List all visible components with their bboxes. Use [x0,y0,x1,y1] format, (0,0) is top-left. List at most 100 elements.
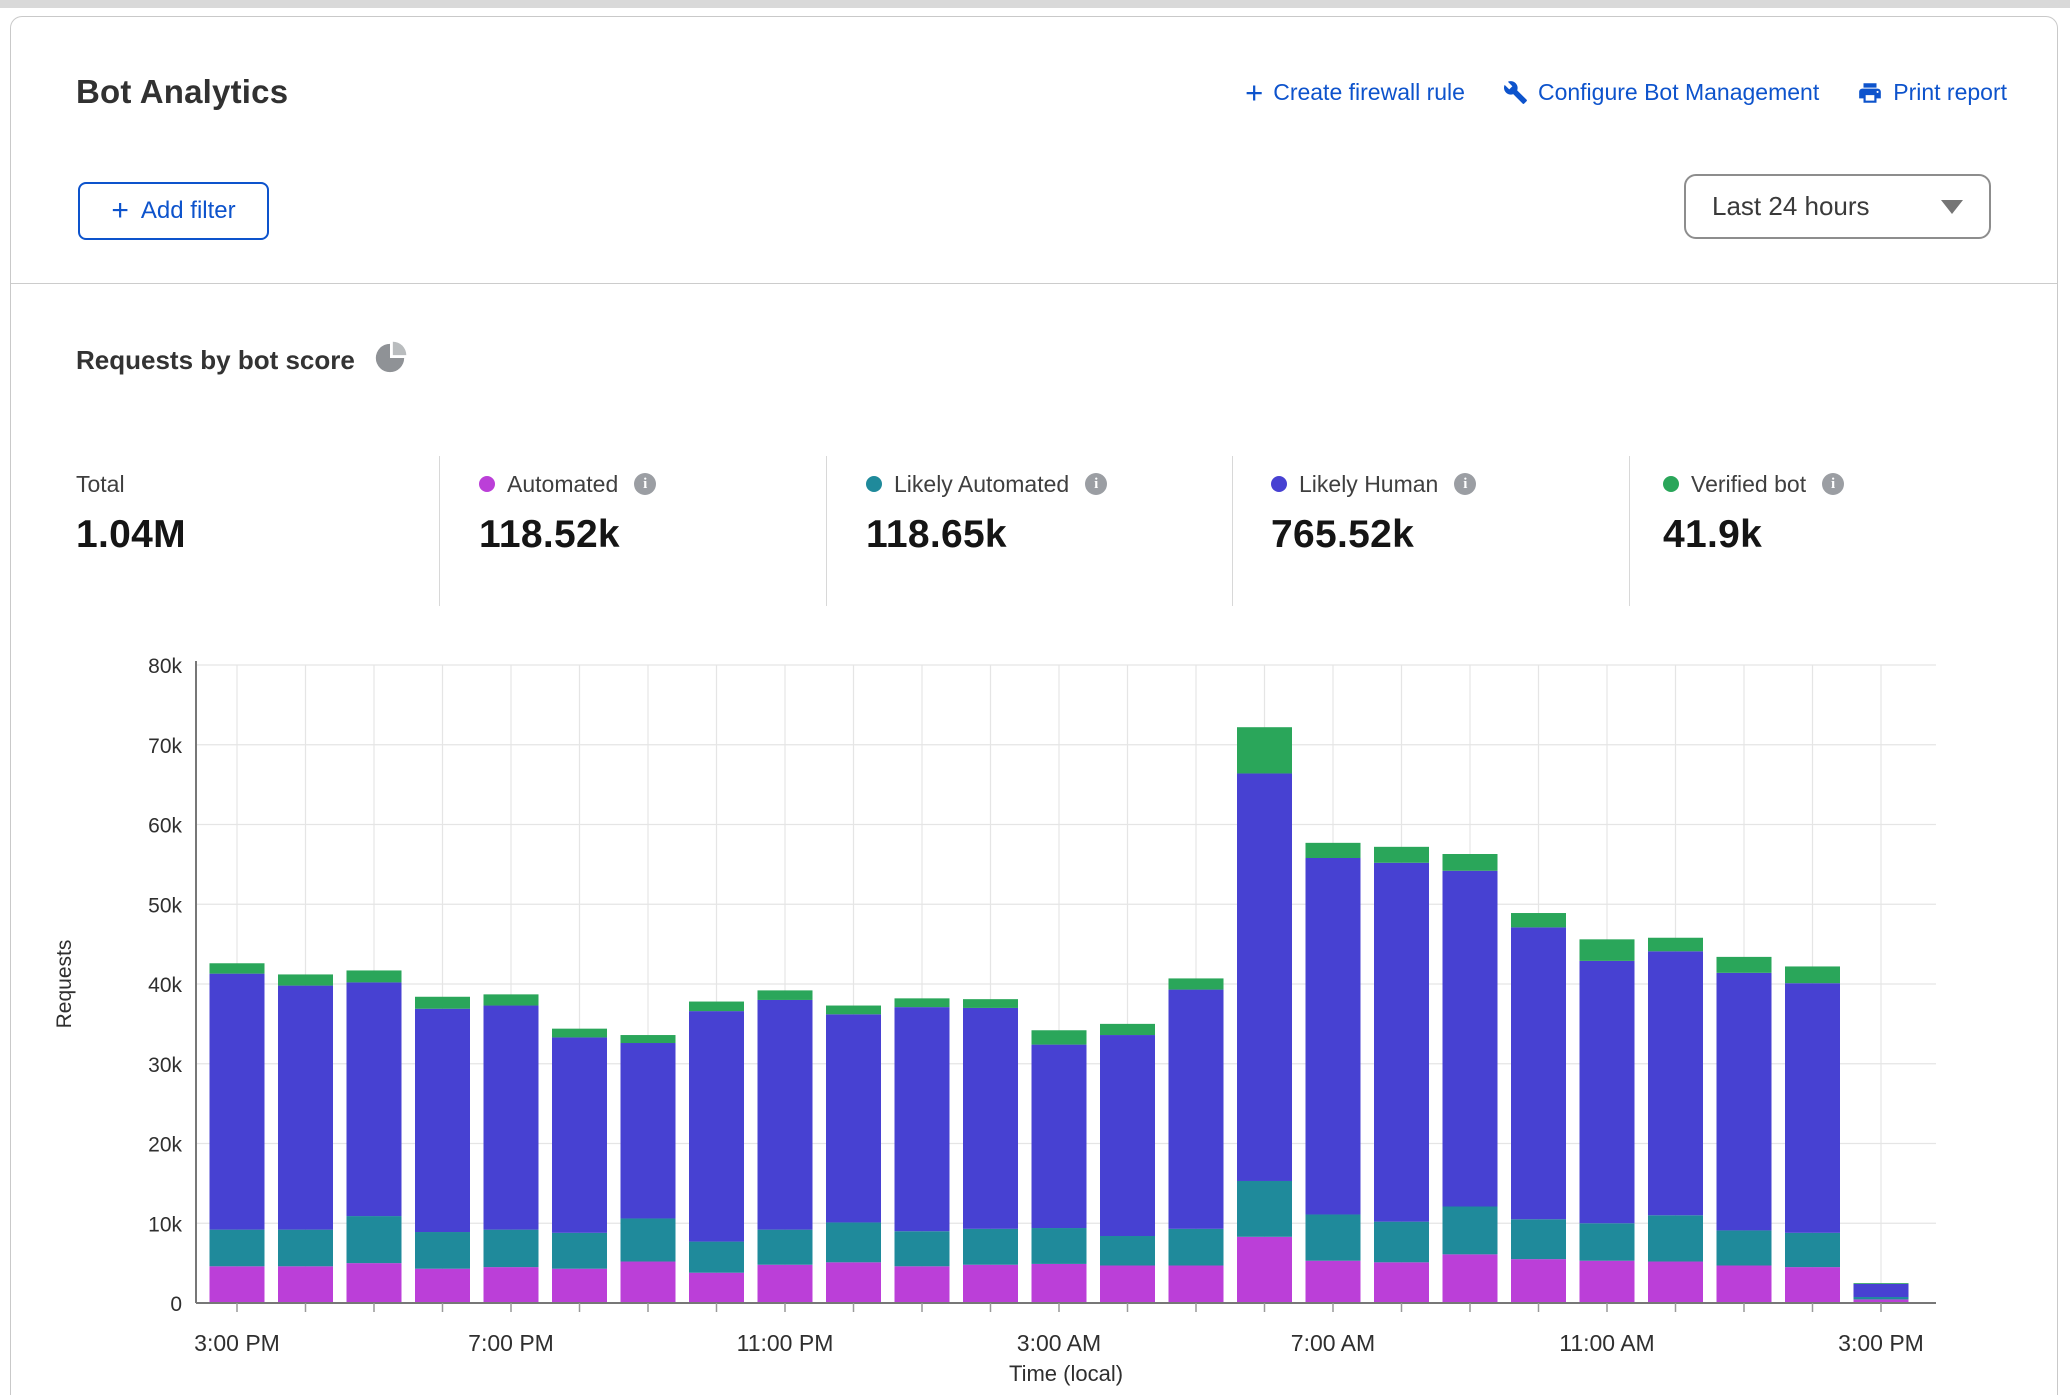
bar-segment-automated[interactable] [346,1263,402,1303]
info-icon[interactable]: i [1085,473,1108,495]
bar-segment-likely-automated[interactable] [1442,1206,1498,1255]
add-filter-button[interactable]: + Add filter [78,182,269,240]
bar-segment-automated[interactable] [209,1266,265,1303]
bar-segment-likely-automated[interactable] [894,1231,950,1267]
bar-segment-likely-human[interactable] [1785,983,1840,1233]
bar-segment-verified-bot[interactable] [963,999,1018,1008]
configure-bot-management-link[interactable]: Configure Bot Management [1503,79,1819,106]
bar-segment-automated[interactable] [415,1268,470,1303]
bar-segment-verified-bot[interactable] [689,1001,744,1012]
bar-segment-likely-automated[interactable] [620,1218,676,1262]
bar-segment-verified-bot[interactable] [620,1035,676,1044]
bar-segment-automated[interactable] [1168,1265,1224,1303]
bar-segment-automated[interactable] [1579,1260,1635,1303]
bar-segment-likely-automated[interactable] [552,1232,607,1269]
bar-segment-verified-bot[interactable] [1716,956,1772,973]
bar-segment-likely-human[interactable] [1648,951,1703,1216]
bar-segment-automated[interactable] [1237,1236,1292,1303]
bar-segment-verified-bot[interactable] [552,1028,607,1038]
bar-segment-likely-human[interactable] [620,1043,676,1219]
bar-segment-likely-human[interactable] [415,1008,470,1233]
bar-segment-likely-human[interactable] [1305,857,1361,1215]
bar-segment-likely-human[interactable] [1237,773,1292,1181]
bar-segment-likely-automated[interactable] [1305,1214,1361,1261]
bar-segment-likely-human[interactable] [757,999,813,1230]
bar-segment-verified-bot[interactable] [415,996,470,1009]
bar-segment-likely-human[interactable] [826,1014,881,1223]
bar-segment-likely-human[interactable] [689,1011,744,1242]
bar-segment-likely-human[interactable] [1716,972,1772,1231]
bar-segment-likely-automated[interactable] [346,1216,402,1264]
bar-segment-likely-human[interactable] [1853,1283,1909,1298]
bar-segment-verified-bot[interactable] [1031,1030,1087,1045]
bar-segment-automated[interactable] [826,1262,881,1303]
bar-segment-likely-automated[interactable] [1511,1219,1566,1260]
bar-segment-likely-automated[interactable] [415,1232,470,1269]
bar-segment-likely-automated[interactable] [1716,1230,1772,1266]
bar-segment-verified-bot[interactable] [483,994,539,1006]
bar-segment-automated[interactable] [278,1266,333,1303]
bar-segment-likely-automated[interactable] [209,1229,265,1267]
bar-segment-likely-human[interactable] [209,973,265,1230]
bar-segment-automated[interactable] [757,1264,813,1303]
bar-segment-verified-bot[interactable] [1579,939,1635,961]
bar-segment-verified-bot[interactable] [1442,854,1498,871]
bar-segment-likely-human[interactable] [1579,960,1635,1224]
bar-segment-likely-automated[interactable] [483,1229,539,1268]
bar-segment-likely-automated[interactable] [1785,1232,1840,1268]
bar-segment-automated[interactable] [894,1266,950,1303]
bar-segment-likely-automated[interactable] [1579,1223,1635,1261]
bar-segment-automated[interactable] [1785,1267,1840,1303]
bar-segment-likely-automated[interactable] [1168,1228,1224,1266]
bar-segment-likely-human[interactable] [1168,989,1224,1229]
bar-segment-likely-human[interactable] [552,1037,607,1233]
bar-segment-verified-bot[interactable] [1853,1283,1909,1284]
bar-segment-likely-human[interactable] [963,1007,1018,1229]
bar-segment-automated[interactable] [1031,1263,1087,1303]
bar-segment-automated[interactable] [1716,1265,1772,1303]
bar-segment-likely-human[interactable] [1374,862,1429,1222]
bar-segment-verified-bot[interactable] [757,990,813,1000]
info-icon[interactable]: i [1454,473,1477,495]
bar-segment-likely-automated[interactable] [1100,1236,1155,1266]
bar-segment-automated[interactable] [963,1264,1018,1303]
bar-segment-automated[interactable] [1374,1262,1429,1303]
bar-segment-automated[interactable] [1100,1265,1155,1303]
bar-segment-verified-bot[interactable] [346,970,402,983]
bar-segment-verified-bot[interactable] [278,974,333,986]
bar-segment-automated[interactable] [483,1267,539,1303]
bar-segment-verified-bot[interactable] [1237,727,1292,774]
create-firewall-rule-link[interactable]: + Create firewall rule [1245,77,1465,108]
bar-segment-likely-human[interactable] [346,982,402,1217]
bar-segment-verified-bot[interactable] [1785,966,1840,984]
bar-segment-likely-automated[interactable] [1031,1228,1087,1264]
bar-segment-likely-automated[interactable] [963,1228,1018,1265]
bar-segment-verified-bot[interactable] [1511,913,1566,928]
bar-segment-verified-bot[interactable] [1374,846,1429,863]
bar-segment-automated[interactable] [1853,1299,1909,1303]
bar-segment-verified-bot[interactable] [1305,842,1361,858]
bar-segment-verified-bot[interactable] [894,998,950,1008]
bar-segment-likely-automated[interactable] [689,1241,744,1273]
bar-segment-likely-automated[interactable] [1853,1297,1909,1300]
bar-segment-automated[interactable] [1442,1254,1498,1303]
bar-segment-verified-bot[interactable] [1648,937,1703,952]
bar-segment-automated[interactable] [1305,1260,1361,1303]
bar-segment-automated[interactable] [1511,1259,1566,1303]
bar-segment-likely-human[interactable] [1511,927,1566,1220]
bar-segment-automated[interactable] [620,1261,676,1303]
bar-segment-verified-bot[interactable] [1168,978,1224,990]
bar-segment-likely-human[interactable] [278,985,333,1230]
time-range-select[interactable]: Last 24 hours [1684,174,1991,239]
bar-segment-likely-human[interactable] [894,1007,950,1232]
bar-segment-likely-human[interactable] [483,1005,539,1230]
bar-segment-verified-bot[interactable] [209,963,265,974]
bar-segment-likely-automated[interactable] [757,1229,813,1265]
bar-segment-likely-human[interactable] [1031,1044,1087,1229]
print-report-link[interactable]: Print report [1857,79,2007,106]
info-icon[interactable]: i [1822,473,1845,495]
bar-segment-likely-automated[interactable] [1237,1180,1292,1237]
bar-segment-automated[interactable] [552,1268,607,1303]
bar-segment-likely-human[interactable] [1100,1035,1155,1237]
bar-segment-automated[interactable] [1648,1261,1703,1303]
